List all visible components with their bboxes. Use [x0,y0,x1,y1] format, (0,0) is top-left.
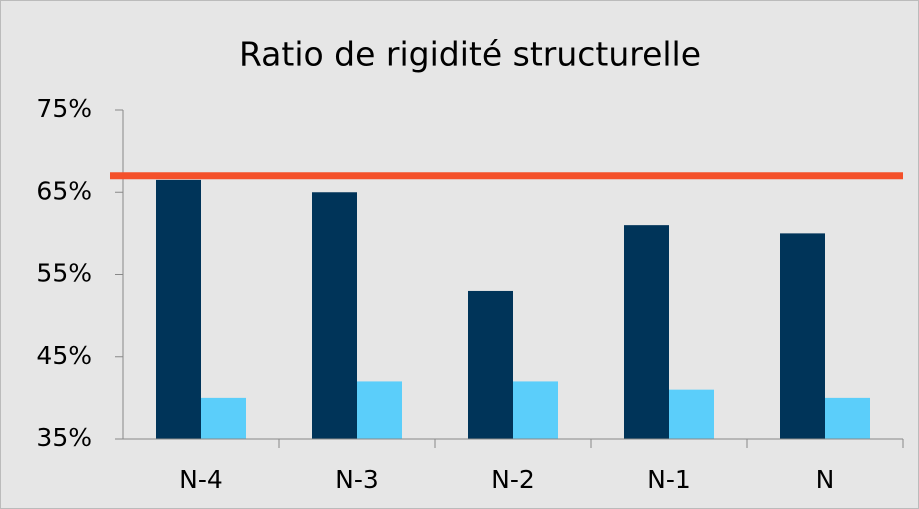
x-tick-label: N-4 [179,465,223,494]
bar [513,381,558,439]
x-tick-label: N-2 [491,465,535,494]
bar [156,179,201,439]
x-tick-label: N [816,465,835,494]
bar [624,225,669,439]
bar [825,397,870,439]
y-tick-label: 55% [36,259,92,288]
bar [669,389,714,439]
bar [357,381,402,439]
bar [312,192,357,439]
bar [201,397,246,439]
chart-title: Ratio de rigidité structurelle [239,35,701,74]
bar [780,233,825,439]
bar [468,290,513,439]
y-tick-label: 45% [36,341,92,370]
x-tick-label: N-3 [335,465,379,494]
y-tick-label: 75% [36,94,92,123]
y-tick-label: 35% [36,423,92,452]
y-tick-label: 65% [36,176,92,205]
x-tick-label: N-1 [647,465,691,494]
